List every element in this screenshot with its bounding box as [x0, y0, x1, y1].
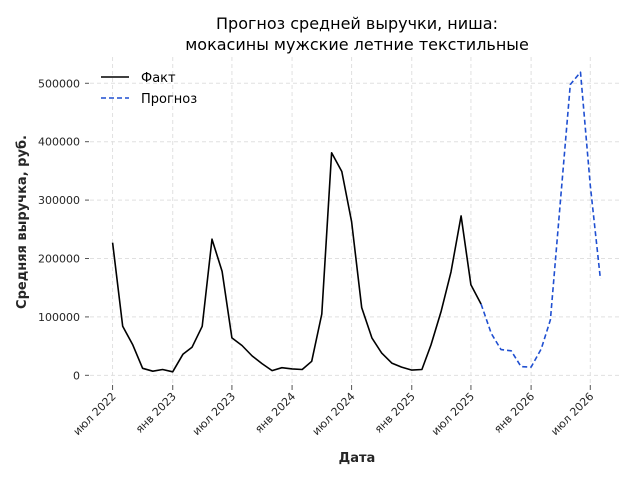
y-tick-label: 500000 [38, 77, 80, 90]
x-tick-label: янв 2025 [372, 390, 418, 436]
y-tick-label: 100000 [38, 311, 80, 324]
x-axis-label: Дата [339, 451, 376, 466]
x-axis-ticks: июл 2022 янв 2023 июл 2023 янв 2024 июл 2024… [71, 385, 596, 438]
x-tick-label: июл 2025 [429, 390, 477, 438]
x-tick-label: июл 2023 [190, 390, 238, 438]
forecast-series-line [480, 71, 602, 368]
x-tick-label: янв 2024 [252, 390, 298, 436]
y-axis-label: Средняя выручка, руб. [15, 135, 30, 309]
x-tick-label: июл 2022 [71, 390, 119, 438]
chart-title-line2: мокасины мужские летние текстильные [185, 35, 529, 54]
y-axis-ticks: 0 100000 200000 300000 400000 500000 [38, 77, 89, 382]
grid [90, 57, 622, 387]
y-tick-label: 400000 [38, 136, 80, 149]
legend: Факт Прогноз [101, 71, 197, 107]
legend-label: Факт [141, 71, 176, 86]
actual-series-line [111, 152, 482, 373]
legend-label: Прогноз [141, 92, 197, 107]
x-tick-label: янв 2026 [491, 390, 537, 436]
y-tick-label: 200000 [38, 253, 80, 266]
series-layer [111, 71, 602, 373]
x-tick-label: июл 2026 [548, 390, 596, 438]
y-tick-label: 0 [73, 369, 80, 382]
x-tick-label: июл 2024 [310, 390, 358, 438]
x-tick-label: янв 2023 [133, 390, 179, 436]
y-tick-label: 300000 [38, 194, 80, 207]
chart-title-line1: Прогноз средней выручки, ниша: [216, 14, 498, 33]
